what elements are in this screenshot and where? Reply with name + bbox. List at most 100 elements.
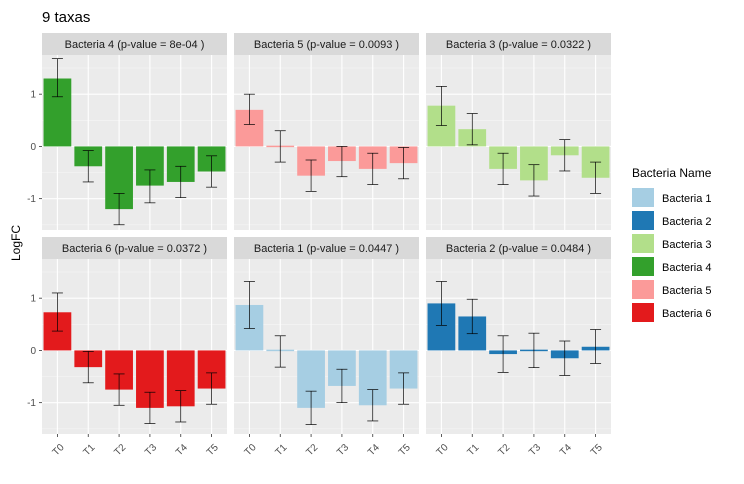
error-bar bbox=[528, 332, 540, 369]
legend-label: Bacteria 3 bbox=[662, 239, 712, 251]
error-bar bbox=[305, 159, 317, 192]
error-bar bbox=[435, 281, 447, 326]
error-bar bbox=[466, 298, 478, 335]
facet-strip-label: Bacteria 4 (p-value = 8e-04 ) bbox=[65, 39, 205, 51]
facet-strip-label: Bacteria 6 (p-value = 0.0372 ) bbox=[62, 243, 207, 255]
facet-strip-label: Bacteria 3 (p-value = 0.0322 ) bbox=[446, 39, 591, 51]
x-tick-label: T4 bbox=[174, 442, 190, 458]
x-tick-label: T3 bbox=[143, 442, 159, 458]
error-bar bbox=[82, 150, 94, 183]
error-bar bbox=[559, 139, 571, 172]
facet-strip-label: Bacteria 1 (p-value = 0.0447 ) bbox=[254, 243, 399, 255]
x-tick-label: T3 bbox=[527, 442, 543, 458]
x-tick-label: T0 bbox=[243, 442, 259, 458]
legend-swatch bbox=[632, 257, 654, 276]
error-bar bbox=[51, 292, 63, 332]
error-bar bbox=[51, 58, 63, 98]
y-tick-label: 1 bbox=[30, 294, 36, 305]
y-tick-label: 1 bbox=[30, 90, 36, 101]
x-tick-label: T1 bbox=[81, 442, 97, 458]
panel-background bbox=[426, 259, 611, 434]
x-tick-label: T4 bbox=[366, 442, 382, 458]
x-tick-label: T3 bbox=[335, 442, 351, 458]
facet-panels: Bacteria 4 (p-value = 8e-04 )-101Bacteri… bbox=[27, 33, 611, 458]
error-bar bbox=[435, 85, 447, 126]
panel-background bbox=[42, 259, 227, 434]
error-bar bbox=[590, 161, 602, 194]
x-tick-label: T5 bbox=[205, 442, 221, 458]
error-bar bbox=[466, 113, 478, 146]
facet-strip bbox=[234, 237, 419, 259]
facet-strip bbox=[42, 33, 227, 55]
facet-strip bbox=[234, 33, 419, 55]
error-bar bbox=[528, 164, 540, 197]
panel-background bbox=[234, 259, 419, 434]
error-bar bbox=[144, 391, 156, 424]
x-tick-label: T2 bbox=[304, 442, 320, 458]
facet-strip-label: Bacteria 5 (p-value = 0.0093 ) bbox=[254, 39, 399, 51]
x-tick-label: T1 bbox=[273, 442, 289, 458]
error-bar bbox=[398, 147, 410, 180]
error-bar bbox=[243, 93, 255, 125]
x-tick-label: T0 bbox=[51, 442, 67, 458]
facet-panel: Bacteria 4 (p-value = 8e-04 ) -1 0 1 bbox=[27, 33, 227, 230]
legend-swatch bbox=[632, 303, 654, 322]
y-tick-label: -1 bbox=[27, 398, 36, 409]
error-bar bbox=[206, 155, 218, 188]
legend-item: Bacteria 5 bbox=[632, 280, 712, 299]
error-bar bbox=[336, 146, 348, 178]
legend-item: Bacteria 3 bbox=[632, 234, 712, 253]
legend-swatch bbox=[632, 211, 654, 230]
error-bar bbox=[144, 169, 156, 204]
error-bar bbox=[113, 193, 125, 226]
legend-label: Bacteria 6 bbox=[662, 308, 712, 320]
legend-swatch bbox=[632, 188, 654, 207]
legend-swatch bbox=[632, 234, 654, 253]
error-bar bbox=[113, 373, 125, 406]
panel-background bbox=[234, 55, 419, 230]
x-tick-label: T1 bbox=[465, 442, 481, 458]
facet-strip bbox=[426, 33, 611, 55]
error-bar bbox=[305, 390, 317, 425]
legend-swatch bbox=[632, 280, 654, 299]
facet-strip-label: Bacteria 2 (p-value = 0.0484 ) bbox=[446, 243, 591, 255]
error-bar bbox=[497, 152, 509, 185]
x-tick-label: T2 bbox=[112, 442, 128, 458]
error-bar bbox=[82, 351, 94, 384]
facet-panel: Bacteria 5 (p-value = 0.0093 ) bbox=[234, 33, 419, 230]
facet-panel: Bacteria 1 (p-value = 0.0447 ) T0 T1 T2 T3 T4… bbox=[234, 237, 419, 458]
error-bar bbox=[367, 152, 379, 185]
error-bar bbox=[398, 372, 410, 405]
x-tick-label: T0 bbox=[435, 442, 451, 458]
x-tick-label: T5 bbox=[397, 442, 413, 458]
error-bar bbox=[590, 329, 602, 364]
y-tick-label: 0 bbox=[30, 346, 36, 357]
y-tick-label: 0 bbox=[30, 142, 36, 153]
error-bar bbox=[559, 340, 571, 376]
x-tick-label: T5 bbox=[589, 442, 605, 458]
legend-item: Bacteria 4 bbox=[632, 257, 712, 276]
legend-item: Bacteria 6 bbox=[632, 303, 712, 322]
error-bar bbox=[336, 368, 348, 404]
x-tick-label: T4 bbox=[558, 442, 574, 458]
panel-background bbox=[42, 55, 227, 230]
facet-panel: Bacteria 6 (p-value = 0.0372 ) -1 0 1 T0 T1 T2… bbox=[27, 237, 227, 458]
y-axis-label: LogFC bbox=[9, 225, 23, 261]
error-bar bbox=[175, 165, 187, 198]
x-tick-label: T2 bbox=[496, 442, 512, 458]
legend-label: Bacteria 5 bbox=[662, 285, 712, 297]
legend-item: Bacteria 2 bbox=[632, 211, 712, 230]
error-bar bbox=[274, 335, 286, 368]
error-bar bbox=[274, 130, 286, 163]
facet-panel: Bacteria 2 (p-value = 0.0484 ) T0 T1 T2 T3 T4… bbox=[426, 237, 611, 458]
y-tick-label: -1 bbox=[27, 194, 36, 205]
facet-strip bbox=[426, 237, 611, 259]
legend-label: Bacteria 2 bbox=[662, 216, 712, 228]
error-bar bbox=[497, 335, 509, 373]
legend-title: Bacteria Name bbox=[632, 166, 712, 180]
legend-item: Bacteria 1 bbox=[632, 188, 712, 207]
legend: Bacteria Name Bacteria 1 Bacteria 2 Bacteri… bbox=[632, 166, 712, 322]
facet-panel: Bacteria 3 (p-value = 0.0322 ) bbox=[426, 33, 611, 230]
error-bar bbox=[175, 390, 187, 423]
